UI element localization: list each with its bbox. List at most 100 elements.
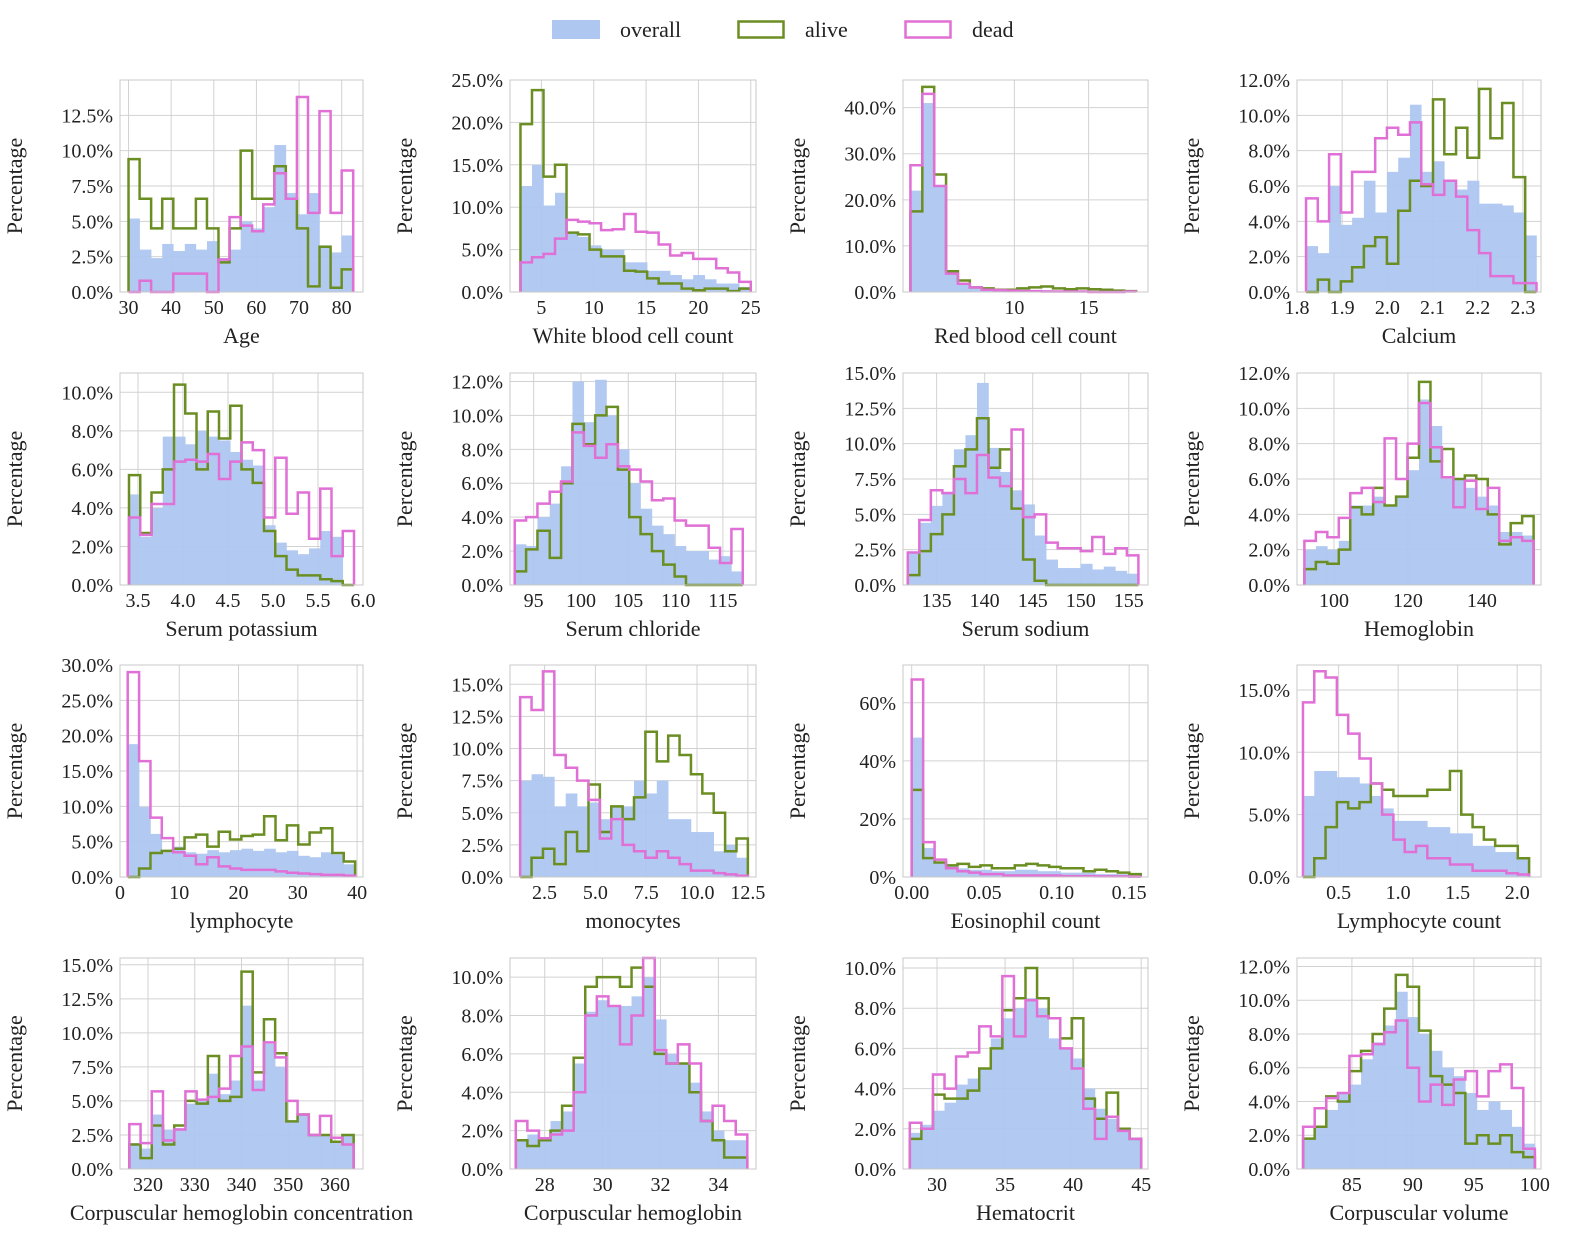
series-overall [514, 379, 744, 585]
bar-overall [298, 855, 310, 877]
step-dead [514, 956, 749, 1169]
y-tick-label: 8.0% [1248, 434, 1290, 456]
bar-overall [561, 466, 573, 585]
y-axis-label: Percentage [392, 138, 417, 235]
step-alive [127, 383, 354, 587]
bar-overall [1350, 505, 1362, 585]
bar-overall [1419, 399, 1431, 585]
y-tick-label: 15.0% [61, 955, 113, 977]
y-tick-label: 6.0% [461, 1044, 503, 1066]
bar-overall [1404, 820, 1417, 877]
y-tick-label: 12.0% [1238, 363, 1290, 385]
y-tick-label: 10.0% [451, 405, 503, 427]
bar-overall [911, 737, 924, 877]
bar-overall [585, 1011, 598, 1169]
bar-overall [634, 780, 646, 877]
y-tick-label: 6.0% [1248, 469, 1290, 491]
bar-overall [588, 802, 601, 877]
x-tick-label: 135 [922, 590, 952, 612]
bar-overall [932, 1110, 945, 1169]
x-tick-label: 140 [970, 590, 1000, 612]
bar-overall [923, 847, 935, 877]
x-tick-label: 30 [119, 297, 139, 319]
plot-frame [119, 79, 364, 293]
y-tick-label: 15.0% [451, 155, 503, 177]
bar-overall [1060, 872, 1073, 877]
y-tick-label: 8.0% [461, 1006, 503, 1028]
bar-overall [308, 1134, 321, 1169]
bar-overall [645, 793, 658, 877]
step-alive [127, 814, 357, 879]
bar-overall [599, 819, 612, 877]
bar-overall [1118, 1128, 1130, 1169]
bar-overall [218, 852, 231, 877]
bar-overall [1000, 471, 1012, 585]
x-tick-label: 40 [161, 297, 181, 319]
bar-overall [1069, 568, 1082, 585]
bar-overall [241, 848, 254, 877]
y-tick-label: 8.0% [854, 998, 896, 1020]
bar-overall [736, 857, 749, 877]
x-tick-label: 320 [133, 1174, 163, 1196]
plot-frame [1296, 664, 1542, 878]
y-tick-label: 0.0% [461, 867, 503, 889]
y-tick-label: 6.0% [1248, 176, 1290, 198]
y-tick-label: 15.0% [844, 363, 896, 385]
bar-overall [704, 279, 717, 292]
bar-overall [1441, 479, 1454, 585]
y-tick-label: 12.5% [61, 989, 113, 1011]
bar-overall [1525, 235, 1537, 292]
bar-overall [1442, 1067, 1455, 1169]
bar-overall [921, 1124, 934, 1169]
bar-overall [635, 262, 648, 292]
series-overall [907, 382, 1139, 585]
bar-overall [1361, 1059, 1373, 1169]
bar-overall [1327, 549, 1340, 585]
bar-overall [988, 447, 1001, 585]
bar-overall [1129, 1138, 1142, 1169]
step-alive [1302, 769, 1531, 879]
y-tick-label: 12.0% [1238, 70, 1290, 92]
legend-swatch-alive [737, 20, 785, 39]
bar-overall [195, 249, 208, 292]
step-dead [1301, 1019, 1537, 1169]
x-tick-label: 15 [636, 297, 656, 319]
bar-overall [1325, 771, 1338, 877]
x-tick-label: 1.9 [1330, 297, 1355, 319]
bar-overall [241, 459, 254, 585]
plot-frame [509, 79, 757, 293]
bar-overall [127, 744, 140, 877]
bar-overall [275, 1066, 287, 1169]
bar-overall [1306, 246, 1319, 292]
bar-overall [1060, 1048, 1073, 1169]
bar-overall [1375, 212, 1388, 292]
x-tick-label: 20 [229, 882, 249, 904]
y-tick-label: 0.0% [854, 1159, 896, 1181]
bar-overall [1430, 426, 1443, 585]
bar-overall [297, 1114, 310, 1169]
x-tick-label: 340 [227, 1174, 257, 1196]
bar-overall [611, 806, 623, 877]
bar-overall [565, 793, 578, 877]
x-tick-label: 25 [741, 297, 761, 319]
bar-overall [550, 1121, 563, 1169]
y-tick-label: 6.0% [461, 473, 503, 495]
y-tick-label: 12.5% [61, 105, 113, 127]
bar-overall [543, 205, 556, 292]
bar-overall [944, 1102, 957, 1169]
y-tick-label: 10.0% [1238, 742, 1290, 764]
y-tick-label: 10.0% [844, 236, 896, 258]
bar-overall [173, 846, 185, 877]
bar-overall [969, 287, 982, 292]
bar-overall [1438, 827, 1451, 877]
bar-overall [150, 833, 163, 877]
y-tick-label: 15.0% [61, 761, 113, 783]
bar-overall [343, 864, 356, 877]
bar-overall [1083, 1088, 1096, 1169]
histogram-red-blood-cell-count: 10 15 0.0% 10.0% 20.0% 30.0% 40.0% Red blood ce… [785, 79, 1149, 348]
x-tick-label: 100 [1319, 590, 1349, 612]
histogram-serum-sodium: 135 140 145 150 155 0.0% 2.5% 5.0% 7.5% 10.0% 12.5… [785, 363, 1149, 641]
y-tick-label: 60% [859, 693, 896, 715]
histogram-corpuscular-volume: 85 90 95 100 0.0% 2.0% 4.0% 6.0% 8.0% 10.0% 12.0% C… [1179, 956, 1550, 1225]
bar-overall [608, 1005, 621, 1169]
